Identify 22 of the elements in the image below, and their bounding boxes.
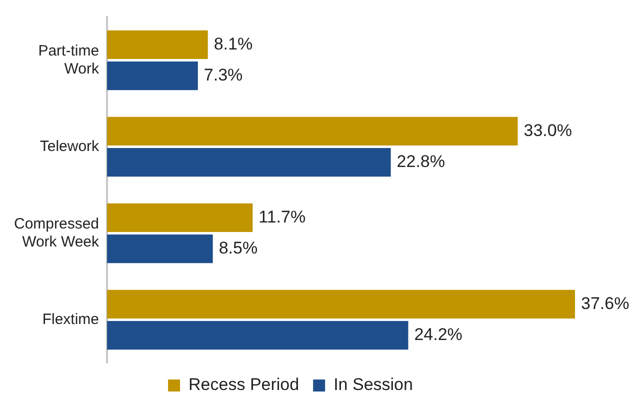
y-tick-label: Telework [40,138,100,155]
bar [107,116,518,146]
y-tick-label: Part-time Work [38,42,100,78]
legend-label: Recess Period [188,375,300,394]
y-tick-label: Flextime [42,310,100,328]
bar [107,234,213,264]
bar [107,203,253,232]
bar [107,61,198,90]
data-label: 8.1% [214,34,253,54]
data-label: 11.7% [258,207,306,226]
bar [107,320,408,350]
data-label: 7.3% [204,66,243,85]
bar [107,148,391,177]
y-tick-label: Compressed Work Week [14,215,100,250]
bar [107,290,575,319]
data-label: 8.5% [218,238,258,258]
legend-label: In Session [334,375,413,394]
data-label: 22.8% [396,152,446,172]
data-label: 33.0% [524,120,572,140]
data-label: 24.2% [414,325,462,344]
data-label: 37.6% [581,294,630,313]
bar [107,30,208,60]
